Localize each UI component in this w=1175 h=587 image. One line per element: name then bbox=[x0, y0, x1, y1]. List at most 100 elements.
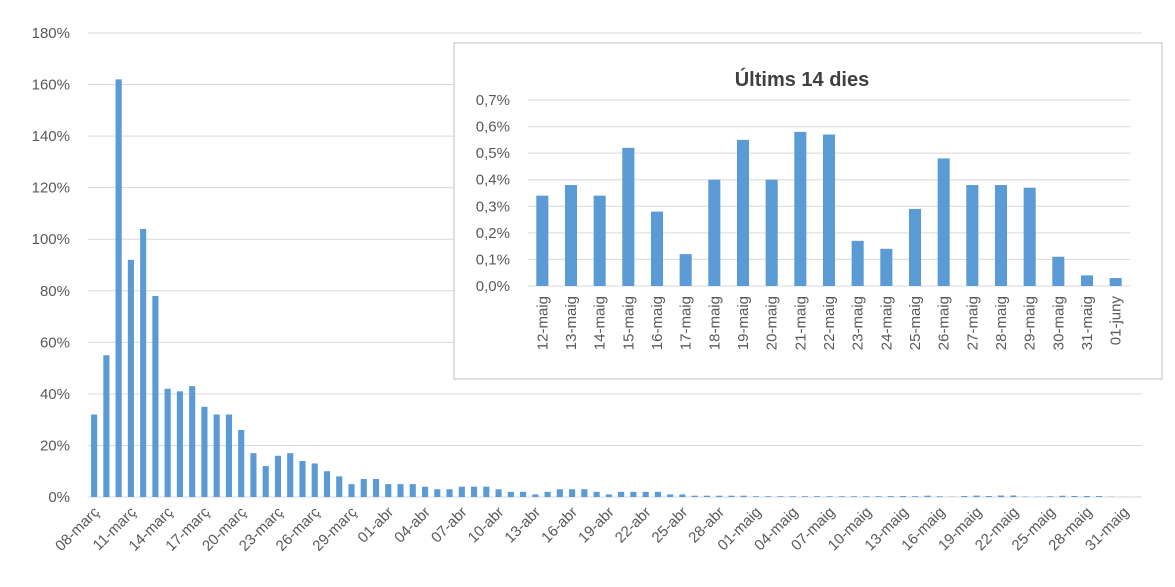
main-bar bbox=[299, 461, 305, 497]
main-y-tick-label: 120% bbox=[32, 180, 70, 197]
main-x-tick-label: 22-abr bbox=[612, 504, 655, 547]
inset-x-tick-label: 17-maig bbox=[678, 296, 695, 350]
main-bar bbox=[655, 492, 661, 497]
inset-chart: Últims 14 dies 0,0%0,1%0,2%0,3%0,4%0,5%0… bbox=[454, 43, 1162, 379]
main-bar bbox=[214, 415, 220, 497]
main-x-tick-label: 25-abr bbox=[649, 504, 692, 547]
inset-bar bbox=[737, 140, 749, 286]
inset-x-tick-label: 28-maig bbox=[993, 296, 1010, 350]
main-bar bbox=[790, 496, 796, 497]
main-bar bbox=[643, 492, 649, 497]
inset-x-tick-label: 13-maig bbox=[563, 296, 580, 350]
main-bar bbox=[459, 487, 465, 497]
main-bar bbox=[373, 479, 379, 497]
inset-bar bbox=[536, 196, 548, 286]
inset-bar bbox=[1081, 275, 1093, 286]
main-y-tick-label: 160% bbox=[32, 77, 70, 94]
inset-x-tick-label: 01-juny bbox=[1108, 296, 1125, 346]
inset-y-tick-label: 0,7% bbox=[476, 92, 510, 109]
main-y-tick-label: 80% bbox=[40, 283, 70, 300]
inset-y-tick-label: 0,1% bbox=[476, 251, 510, 268]
main-bar bbox=[434, 489, 440, 497]
main-bar bbox=[924, 496, 930, 497]
main-bar bbox=[667, 494, 673, 497]
main-bar bbox=[594, 492, 600, 497]
inset-x-tick-label: 16-maig bbox=[649, 296, 666, 350]
main-bar bbox=[103, 355, 109, 497]
main-bar bbox=[863, 496, 869, 497]
main-bar bbox=[422, 487, 428, 497]
inset-bar bbox=[938, 158, 950, 286]
main-bar bbox=[189, 386, 195, 497]
inset-bar bbox=[594, 196, 606, 286]
main-x-tick-label: 07-abr bbox=[428, 504, 471, 547]
inset-y-tick-label: 0,3% bbox=[476, 198, 510, 215]
inset-x-tick-label: 29-maig bbox=[1022, 296, 1039, 350]
main-x-tick-label: 13-abr bbox=[501, 504, 544, 547]
inset-bar bbox=[1052, 257, 1064, 286]
main-bar bbox=[520, 492, 526, 497]
main-bar bbox=[238, 430, 244, 497]
main-bar bbox=[397, 484, 403, 497]
main-bar bbox=[312, 463, 318, 497]
main-bar bbox=[581, 489, 587, 497]
main-bar bbox=[446, 489, 452, 497]
main-y-tick-label: 100% bbox=[32, 231, 70, 248]
main-bar bbox=[1096, 496, 1102, 497]
inset-x-tick-label: 24-maig bbox=[878, 296, 895, 350]
main-bar bbox=[937, 496, 943, 497]
inset-x-tick-label: 27-maig bbox=[964, 296, 981, 350]
inset-bar bbox=[852, 241, 864, 286]
main-x-tick-label: 01-abr bbox=[354, 504, 397, 547]
main-bar bbox=[532, 494, 538, 497]
main-bar bbox=[741, 496, 747, 497]
main-bar bbox=[998, 496, 1004, 497]
inset-bar bbox=[708, 180, 720, 286]
inset-y-tick-label: 0,4% bbox=[476, 172, 510, 189]
main-y-tick-label: 0% bbox=[48, 489, 70, 506]
main-bar bbox=[116, 79, 122, 497]
inset-bar bbox=[766, 180, 778, 286]
inset-x-tick-label: 19-maig bbox=[735, 296, 752, 350]
inset-bar bbox=[1110, 278, 1122, 286]
main-bar bbox=[385, 484, 391, 497]
main-bar bbox=[275, 456, 281, 497]
main-bar bbox=[250, 453, 256, 497]
main-bar bbox=[606, 494, 612, 497]
main-y-tick-label: 140% bbox=[32, 128, 70, 145]
inset-x-tick-label: 22-maig bbox=[821, 296, 838, 350]
main-bar bbox=[410, 484, 416, 497]
inset-x-tick-label: 31-maig bbox=[1079, 296, 1096, 350]
main-bar bbox=[336, 476, 342, 497]
main-bar bbox=[630, 492, 636, 497]
inset-x-tick-label: 14-maig bbox=[592, 296, 609, 350]
main-bar bbox=[165, 389, 171, 497]
main-bar bbox=[1047, 496, 1053, 497]
main-bar bbox=[728, 496, 734, 497]
inset-bar bbox=[823, 135, 835, 286]
main-bar bbox=[851, 496, 857, 497]
inset-chart-title: Últims 14 dies bbox=[735, 67, 870, 91]
inset-y-tick-label: 0,0% bbox=[476, 278, 510, 295]
main-bar bbox=[128, 260, 134, 497]
main-x-tick-label: 16-abr bbox=[538, 504, 581, 547]
main-bar bbox=[483, 487, 489, 497]
inset-bar bbox=[909, 209, 921, 286]
main-bar bbox=[557, 489, 563, 497]
main-bar bbox=[348, 484, 354, 497]
inset-y-tick-label: 0,6% bbox=[476, 119, 510, 136]
main-bar bbox=[152, 296, 158, 497]
main-bar bbox=[569, 489, 575, 497]
main-bar bbox=[324, 471, 330, 497]
inset-bar bbox=[622, 148, 634, 286]
main-bar bbox=[1072, 496, 1078, 497]
main-bar bbox=[679, 494, 685, 497]
main-bar bbox=[826, 496, 832, 497]
main-bar bbox=[716, 496, 722, 497]
main-bar bbox=[1084, 496, 1090, 497]
inset-bar bbox=[880, 249, 892, 286]
main-bar bbox=[875, 496, 881, 497]
main-bar bbox=[361, 479, 367, 497]
